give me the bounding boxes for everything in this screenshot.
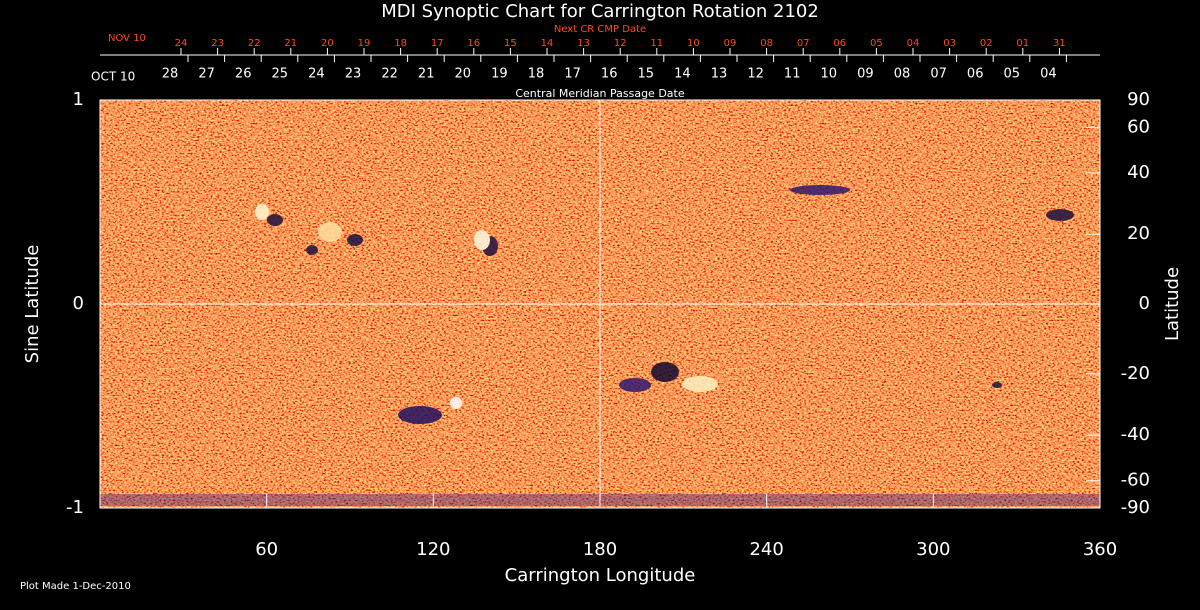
cmp-date: 21 <box>418 67 435 82</box>
next-cr-date: 18 <box>394 38 407 49</box>
y-tick-label: -1 <box>66 497 84 518</box>
next-cr-date: 03 <box>943 38 956 49</box>
next-cr-date: 11 <box>650 38 663 49</box>
cmp-date: 11 <box>784 67 801 82</box>
cmp-date: 26 <box>235 67 252 82</box>
next-cr-date: 02 <box>980 38 993 49</box>
next-cr-date: 08 <box>760 38 773 49</box>
next-cr-date: 31 <box>1053 38 1066 49</box>
y2-tick-label: 60 <box>1127 116 1150 137</box>
y-tick-label: 0 <box>73 293 84 314</box>
cmp-date: 05 <box>1004 67 1021 82</box>
next-cr-date: 05 <box>870 38 883 49</box>
next-cr-date: 04 <box>907 38 920 49</box>
next-cr-date: 13 <box>577 38 590 49</box>
cmp-start: OCT 10 <box>91 70 135 84</box>
cmp-date: 23 <box>345 67 362 82</box>
next-cr-date: 20 <box>321 38 334 49</box>
cmp-date: 18 <box>528 67 545 82</box>
cmp-date: 27 <box>198 67 215 82</box>
y2-tick-label: 20 <box>1127 223 1150 244</box>
y-tick-label: 1 <box>73 89 84 110</box>
cmp-date: 28 <box>162 67 179 82</box>
next-cr-date: 17 <box>431 38 444 49</box>
x-tick-label: 360 <box>1083 539 1117 560</box>
next-cr-date: 14 <box>541 38 554 49</box>
x-tick-label: 240 <box>749 539 783 560</box>
next-cr-date: 06 <box>833 38 846 49</box>
cmp-date: 04 <box>1040 67 1057 82</box>
y-axis-label: Sine Latitude <box>22 245 43 364</box>
next-cr-date: 22 <box>248 38 261 49</box>
y2-tick-label: -90 <box>1121 497 1150 518</box>
x-tick-label: 180 <box>583 539 617 560</box>
x-tick-label: 60 <box>255 539 278 560</box>
cmp-date: 13 <box>711 67 728 82</box>
chart-title: MDI Synoptic Chart for Carrington Rotati… <box>381 1 819 22</box>
x-tick-label: 300 <box>916 539 950 560</box>
cmp-date: 24 <box>308 67 325 82</box>
cmp-date: 25 <box>272 67 289 82</box>
y2-tick-label: 0 <box>1139 293 1150 314</box>
y2-tick-label: -40 <box>1121 424 1150 445</box>
cmp-date: 15 <box>638 67 655 82</box>
cmp-date: 22 <box>381 67 398 82</box>
cmp-date: 17 <box>564 67 581 82</box>
y2-tick-label: 40 <box>1127 162 1150 183</box>
cmp-date: 19 <box>491 67 508 82</box>
x-axis-label: Carrington Longitude <box>505 565 696 586</box>
cmp-date: 10 <box>821 67 838 82</box>
next-cr-date: 07 <box>797 38 810 49</box>
next-cr-date: 01 <box>1016 38 1029 49</box>
cmp-date: 16 <box>601 67 618 82</box>
next-cr-start: NOV 10 <box>108 33 146 44</box>
next-cr-date: 15 <box>504 38 517 49</box>
y2-tick-label: -20 <box>1121 363 1150 384</box>
cmp-date: 06 <box>967 67 984 82</box>
cmp-date: 20 <box>455 67 472 82</box>
next-cr-date: 12 <box>614 38 627 49</box>
next-cr-date: 16 <box>467 38 480 49</box>
x-tick-label: 120 <box>416 539 450 560</box>
cmp-date: 08 <box>894 67 911 82</box>
next-cr-date: 23 <box>211 38 224 49</box>
cmp-date: 07 <box>930 67 947 82</box>
y2-tick-label: -60 <box>1121 470 1150 491</box>
next-cr-date: 19 <box>358 38 371 49</box>
cmp-date: 14 <box>674 67 691 82</box>
next-cr-date: 24 <box>175 38 188 49</box>
y2-axis-label: Latitude <box>1162 267 1183 341</box>
cmp-label: Central Meridian Passage Date <box>515 87 684 100</box>
next-cr-label: Next CR CMP Date <box>554 24 646 35</box>
next-cr-date: 10 <box>687 38 700 49</box>
cmp-date: 12 <box>747 67 764 82</box>
cmp-date: 09 <box>857 67 874 82</box>
next-cr-date: 21 <box>284 38 297 49</box>
y2-tick-label: 90 <box>1127 89 1150 110</box>
footer: Plot Made 1-Dec-2010 <box>20 581 131 592</box>
next-cr-date: 09 <box>724 38 737 49</box>
